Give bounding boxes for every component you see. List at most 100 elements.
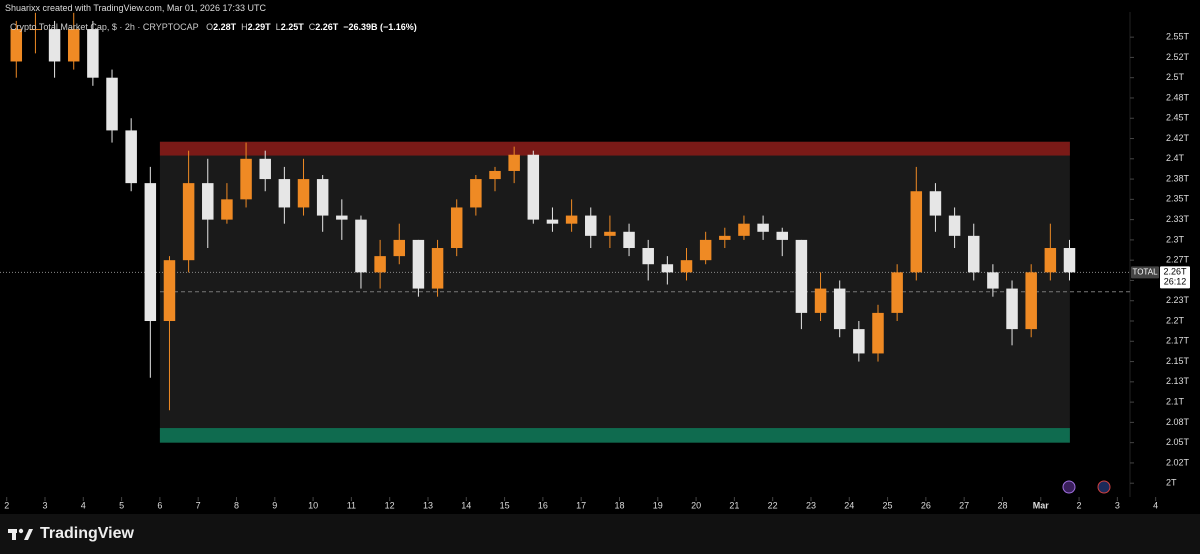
brand-logo <box>8 528 33 540</box>
y-tick-label: 2.38T <box>1166 173 1190 183</box>
event-icon[interactable] <box>1097 480 1111 494</box>
candle-body <box>374 256 386 273</box>
candle-body <box>240 158 252 200</box>
candle-body <box>297 179 310 208</box>
candle-body <box>872 312 884 354</box>
candle-body <box>125 130 137 184</box>
x-tick-label: 3 <box>42 500 47 510</box>
x-tick-label: Mar <box>1033 500 1050 510</box>
zone <box>159 141 1070 156</box>
x-tick-label: 6 <box>157 500 162 510</box>
x-tick-label: 21 <box>729 500 739 510</box>
x-tick-label: 23 <box>806 500 816 510</box>
candle-body <box>738 223 750 236</box>
candle-body <box>1044 248 1057 273</box>
y-tick-label: 2.23T <box>1166 295 1190 305</box>
candle-body <box>106 77 118 131</box>
candle-body <box>853 329 865 354</box>
candle-body <box>393 239 406 257</box>
brand-name: TradingView <box>40 525 134 542</box>
candle-body <box>623 231 635 249</box>
ohlc-label: C <box>308 22 316 32</box>
x-tick-label: 3 <box>1115 500 1120 510</box>
candle-body <box>814 288 827 313</box>
candle-body <box>278 179 291 208</box>
x-tick-label: 4 <box>1153 500 1158 510</box>
ohlc-value: 2.25T <box>280 22 304 32</box>
x-tick-label: 11 <box>347 500 356 510</box>
x-tick-label: 2 <box>1077 500 1082 510</box>
countdown: 26:12 <box>1164 277 1187 287</box>
candle-body <box>565 215 578 224</box>
x-tick-label: 8 <box>234 500 239 510</box>
candle-body <box>489 170 501 180</box>
x-tick-label: 12 <box>385 500 395 510</box>
y-tick-label: 2.33T <box>1166 214 1190 224</box>
candle-body <box>67 29 80 62</box>
candle-body <box>795 239 808 313</box>
legend: Crypto Total Market Cap, $ · 2h · CRYPTO… <box>10 22 417 32</box>
ohlc-value: 2.26T <box>315 22 339 32</box>
y-tick-label: 2.05T <box>1166 437 1190 447</box>
candle-body <box>1006 288 1018 330</box>
x-tick-label: 27 <box>959 500 969 510</box>
candle-body <box>967 235 980 273</box>
x-tick-label: 14 <box>461 500 471 510</box>
candle-body <box>316 179 329 216</box>
candle-body <box>259 158 271 180</box>
x-tick-label: 19 <box>653 500 663 510</box>
y-tick-label: 2.02T <box>1166 457 1190 467</box>
y-tick-label: 2.4T <box>1166 153 1185 163</box>
candle-body <box>87 29 99 78</box>
candle-body <box>1025 272 1037 330</box>
candle-body <box>182 183 195 261</box>
candle-body <box>508 154 520 171</box>
symbol-name: Crypto Total Market Cap, $ · 2h · CRYPTO… <box>10 22 199 32</box>
y-tick-label: 2.2T <box>1166 315 1185 325</box>
candle-body <box>221 199 233 220</box>
candle-body <box>202 183 214 220</box>
y-tick-label: 2.45T <box>1166 113 1190 123</box>
candle-body <box>29 29 42 31</box>
candle-body <box>527 154 540 220</box>
y-tick-label: 2.3T <box>1166 234 1185 244</box>
candle-body <box>546 219 559 224</box>
candle-body <box>585 215 597 236</box>
x-tick-label: 25 <box>883 500 893 510</box>
candle-body <box>144 183 157 322</box>
candle-body <box>48 29 61 62</box>
candle-body <box>833 288 846 330</box>
brand: TradingView <box>8 525 134 543</box>
x-tick-label: 18 <box>614 500 624 510</box>
x-tick-label: 10 <box>308 500 318 510</box>
candle-body <box>642 248 654 265</box>
y-tick-label: 2.52T <box>1166 52 1190 62</box>
ohlc-value: 2.29T <box>247 22 271 32</box>
x-tick-label: 16 <box>538 500 548 510</box>
y-tick-label: 2.42T <box>1166 133 1190 143</box>
candle-body <box>757 223 769 232</box>
candle-body <box>948 215 961 236</box>
candle-body <box>776 231 788 240</box>
header: Shuarixx created with TradingView.com, M… <box>5 3 266 13</box>
candle-body <box>10 29 23 62</box>
y-tick-label: 2.15T <box>1166 356 1190 366</box>
candle-body <box>929 191 942 216</box>
y-tick-label: 2.1T <box>1166 396 1185 406</box>
symbol-box <box>1131 266 1159 279</box>
y-tick-label: 2.55T <box>1166 32 1190 42</box>
candle-body <box>719 235 731 240</box>
y-tick-label: 2T <box>1166 478 1177 488</box>
price-box <box>1160 266 1190 289</box>
x-tick-label: 22 <box>768 500 778 510</box>
candle-body <box>470 179 482 208</box>
event-icon[interactable] <box>1062 480 1076 494</box>
x-tick-label: 26 <box>921 500 931 510</box>
candle-body <box>1063 248 1076 273</box>
candle-body <box>699 239 712 261</box>
candle-body <box>910 191 923 273</box>
candle-body <box>891 272 903 313</box>
y-tick-label: 2.5T <box>1166 72 1185 82</box>
